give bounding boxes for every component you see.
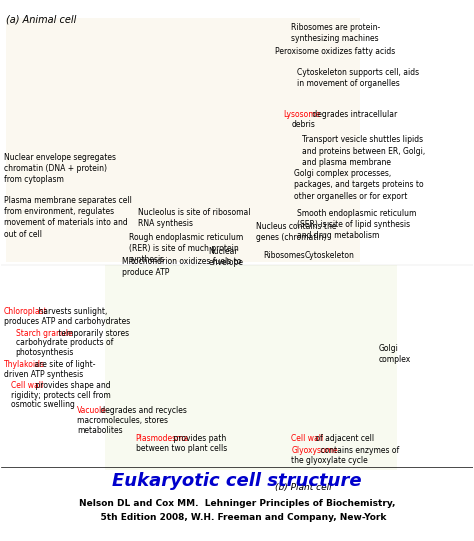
Text: Transport vesicle shuttles lipids
and proteins between ER, Golgi,
and plasma mem: Transport vesicle shuttles lipids and pr… [302, 135, 425, 167]
Text: Cell wall: Cell wall [291, 434, 323, 443]
Text: Plasmodesma: Plasmodesma [136, 434, 189, 443]
Text: degrades and recycles: degrades and recycles [98, 406, 187, 415]
Text: Eukaryotic cell structure: Eukaryotic cell structure [112, 472, 362, 490]
Text: Cytoskeleton: Cytoskeleton [305, 250, 355, 260]
Text: Nucleolus is site of ribosomal
RNA synthesis: Nucleolus is site of ribosomal RNA synth… [138, 208, 251, 228]
Text: Cell wall: Cell wall [11, 381, 43, 390]
Text: Starch granule: Starch granule [16, 328, 72, 338]
Text: produces ATP and carbohydrates: produces ATP and carbohydrates [4, 317, 130, 326]
Text: the glyoxylate cycle: the glyoxylate cycle [291, 456, 368, 465]
Text: osmotic swelling: osmotic swelling [11, 400, 75, 409]
Text: Chloroplast: Chloroplast [4, 307, 47, 316]
Text: harvests sunlight,: harvests sunlight, [36, 307, 107, 316]
Text: degrades intracellular: degrades intracellular [310, 110, 397, 119]
Text: debris: debris [291, 120, 315, 129]
Text: Nucleus contains the
genes (chromatin): Nucleus contains the genes (chromatin) [256, 221, 337, 242]
Text: (b) Plant cell: (b) Plant cell [275, 483, 331, 492]
Bar [6, 17, 359, 262]
Text: Nuclear envelope segregates
chromatin (DNA + protein)
from cytoplasm: Nuclear envelope segregates chromatin (D… [4, 153, 116, 184]
Text: metabolites: metabolites [77, 426, 122, 434]
Text: Lysosome: Lysosome [283, 110, 320, 119]
Text: Golgi
complex: Golgi complex [378, 344, 410, 364]
Text: provides shape and: provides shape and [34, 381, 111, 390]
Text: between two plant cells: between two plant cells [136, 444, 227, 453]
Text: Cytoskeleton supports cell, aids
in movement of organelles: Cytoskeleton supports cell, aids in move… [297, 68, 419, 88]
Text: Smooth endoplasmic reticulum
(SER) is site of lipid synthesis
and drug metabolis: Smooth endoplasmic reticulum (SER) is si… [297, 209, 417, 240]
Text: macromolecules, stores: macromolecules, stores [77, 416, 168, 425]
Text: Vacuole: Vacuole [77, 406, 107, 415]
Bar [105, 265, 397, 470]
Text: (a) Animal cell: (a) Animal cell [6, 15, 76, 25]
Text: 5th Edition 2008, W.H. Freeman and Company, New-York: 5th Edition 2008, W.H. Freeman and Compa… [88, 513, 386, 522]
Text: Mitochondrion oxidizes fuels to
produce ATP: Mitochondrion oxidizes fuels to produce … [121, 257, 241, 277]
Text: provides path: provides path [171, 434, 226, 443]
Text: Rough endoplasmic reticulum
(RER) is site of much protein
synthesis: Rough endoplasmic reticulum (RER) is sit… [128, 233, 243, 264]
Text: Golgi complex processes,
packages, and targets proteins to
other organelles or f: Golgi complex processes, packages, and t… [293, 169, 423, 201]
Text: Ribosomes are protein-
synthesizing machines: Ribosomes are protein- synthesizing mach… [291, 23, 381, 43]
Text: of adjacent cell: of adjacent cell [313, 434, 374, 443]
Text: driven ATP synthesis: driven ATP synthesis [4, 370, 83, 379]
Text: Nuclear
envelope: Nuclear envelope [209, 247, 244, 267]
Text: carbohydrate products of: carbohydrate products of [16, 338, 113, 347]
Text: are site of light-: are site of light- [32, 360, 96, 369]
Text: Glyoxysome: Glyoxysome [291, 446, 338, 455]
Text: photosynthesis: photosynthesis [16, 348, 74, 357]
Text: rigidity; protects cell from: rigidity; protects cell from [11, 391, 110, 399]
Text: Peroxisome oxidizes fatty acids: Peroxisome oxidizes fatty acids [275, 47, 395, 56]
Text: Plasma membrane separates cell
from environment, regulates
movement of materials: Plasma membrane separates cell from envi… [4, 196, 132, 239]
Text: Ribosomes: Ribosomes [264, 250, 305, 260]
Text: contains enzymes of: contains enzymes of [318, 446, 399, 455]
Text: temporarily stores: temporarily stores [56, 328, 129, 338]
Text: Thylakoids: Thylakoids [4, 360, 45, 369]
Text: Nelson DL and Cox MM.  Lehninger Principles of Biochemistry,: Nelson DL and Cox MM. Lehninger Principl… [79, 499, 395, 508]
